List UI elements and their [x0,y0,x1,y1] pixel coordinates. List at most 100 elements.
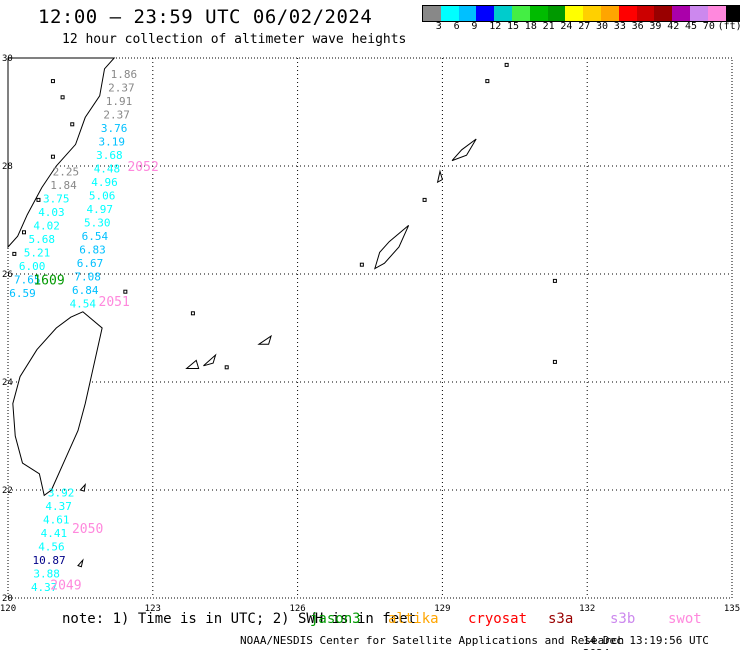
wave-height-value: 1.84 [50,179,77,192]
islet [190,311,195,316]
colorbar-swatch [440,6,459,21]
longitude-label: 129 [434,604,450,614]
colorbar-label: 9 [471,21,478,32]
colorbar-swatch [565,6,584,21]
colorbar-swatch [707,6,726,21]
wave-height-value: 4.97 [86,203,113,216]
wave-height-value: 6.84 [72,284,99,297]
wave-height-value: 7.08 [74,271,101,284]
satellite-legend-item: s3a [548,611,574,627]
wave-height-values: 1.862.371.912.373.763.193.684.484.965.06… [9,68,137,594]
islet [224,365,229,370]
colorbar-swatch [672,6,690,21]
wave-height-value: 6.83 [79,244,106,257]
map-title: 12:00 – 23:59 UTC 06/02/2024 [38,6,373,28]
coastlines [7,57,557,568]
wave-height-value: 4.02 [33,219,60,232]
track-id-label: 2051 [99,295,130,310]
latitude-label: 28 [2,162,13,172]
islet [50,79,55,84]
longitude-label: 135 [724,604,740,614]
latitude-label: 22 [2,486,13,496]
wave-height-value: 6.54 [82,230,109,243]
axis-labels: 120 123 126 129 132 135 20 22 24 26 28 30 [0,54,740,614]
wave-height-value: 2.37 [108,82,135,95]
wave-height-value: 3.75 [43,192,70,205]
coastline-shape [7,57,116,249]
latitude-label: 20 [2,594,13,604]
islet [12,251,17,256]
wave-height-value: 4.56 [38,541,65,554]
colorbar-swatch [689,6,708,21]
wave-height-value: 5.06 [89,190,116,203]
satellite-legend-item: jason3 [310,611,361,627]
longitude-label: 126 [289,604,305,614]
latitude-label: 24 [2,378,13,388]
colorbar-swatch [529,6,548,21]
coastline-shape [77,558,84,568]
graticule [7,57,733,599]
colorbar-swatch [654,6,673,21]
wave-height-value: 4.96 [91,176,118,189]
colorbar-swatch [618,6,637,21]
islet [422,197,427,202]
coastline-shape [257,334,272,345]
longitude-label: 123 [145,604,161,614]
colorbar-swatch [725,6,740,21]
islet [123,289,128,294]
satellite-legend-item: altika [388,611,439,627]
wave-height-value: 5.68 [29,233,56,246]
coastline-shape [373,225,410,270]
timestamp-text: 14 Dec 13:19:56 UTC 2024 [583,634,709,650]
wave-height-value: 6.67 [77,257,104,270]
wave-height-value: 4.54 [70,298,97,311]
coastline-shape [79,483,86,492]
colorbar-label: 18 [524,21,537,32]
map-frame [7,57,733,599]
islet [21,230,26,235]
islet [552,278,557,283]
footer-note: note: 1) Time is in UTC; 2) SWH is in fe… [62,611,417,627]
wave-height-value: 4.37 [45,500,72,513]
islet [552,359,557,364]
colorbar-swatch [636,6,655,21]
wave-height-value: 6.00 [19,260,46,273]
colorbar-swatch [423,6,441,21]
colorbar-swatch [458,6,477,21]
wave-height-value: 5.21 [24,246,51,259]
track-labels: 2052 2051 2050 2049 1609 [33,160,158,594]
colorbar-label: 36 [631,21,644,32]
colorbar-label: 70 [702,21,715,32]
colorbar-label: 12 [489,21,502,32]
colorbar-label: 33 [613,21,626,32]
colorbar-swatch [583,6,601,21]
wave-height-value: 4.03 [38,206,65,219]
islet [60,95,65,100]
islet [485,79,490,84]
track-id-label: 2049 [50,579,81,594]
islet [50,154,55,159]
wave-height-value: 6.59 [9,287,36,300]
colorbar-label: 30 [596,21,609,32]
colorbar-swatch [547,6,566,21]
colorbar-label: (ft) [717,21,740,32]
colorbar-swatch [494,6,512,21]
wave-height-value: 4.61 [43,514,70,527]
longitude-label: 132 [579,604,595,614]
wave-height-value: 4.37 [31,581,58,594]
credit-text: NOAA/NESDIS Center for Satellite Applica… [240,634,625,647]
latitude-label: 30 [2,54,13,64]
islet [359,262,364,267]
colorbar-label: 39 [649,21,662,32]
colorbar-label: 6 [453,21,460,32]
wave-height-value: 10.87 [32,554,65,567]
islet [36,197,41,202]
wave-height-value: 4.41 [41,527,68,540]
wave-height-value: 3.88 [33,568,60,581]
colorbar-swatch [600,6,619,21]
map-subtitle: 12 hour collection of altimeter wave hei… [62,32,407,47]
colorbar-swatch [511,6,530,21]
colorbar-label: 45 [685,21,698,32]
